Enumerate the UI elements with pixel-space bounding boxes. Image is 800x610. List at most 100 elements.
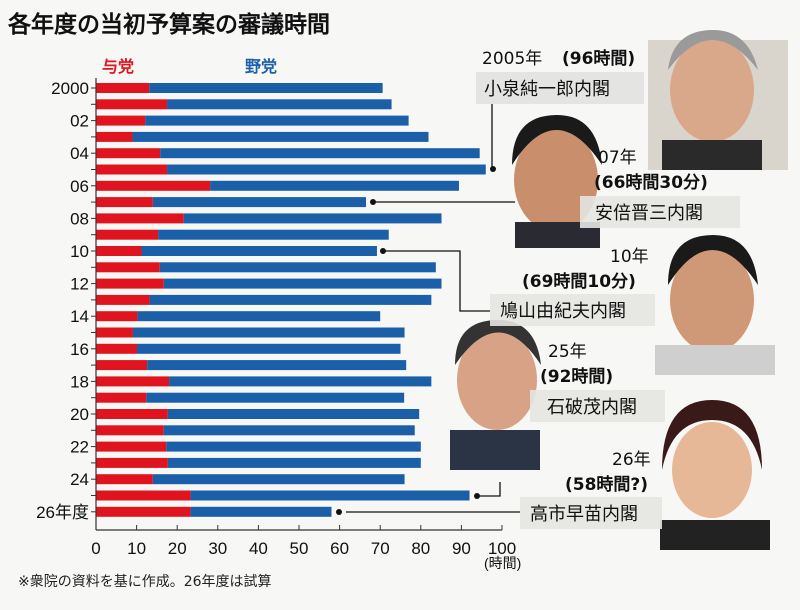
bar-ruling-11 (96, 262, 160, 273)
annotation-year: 07年 (598, 148, 637, 168)
y-tick-label: 08 (70, 209, 89, 228)
bar-opposition-18 (169, 376, 432, 387)
annotation-hours: (69時間10分) (522, 271, 636, 292)
annotation-cabinet: 石破茂内閣 (547, 397, 637, 418)
bar-ruling-23 (96, 457, 168, 468)
y-tick-label: 2000 (51, 79, 89, 98)
bar-ruling-12 (96, 278, 164, 289)
annotation-hours: (66時間30分) (594, 172, 708, 193)
photo-ishiba (450, 320, 541, 470)
bar-ruling-15 (96, 327, 133, 338)
bar-opposition-01 (167, 99, 392, 110)
annotation-takaichi: 26年 (58時間?) 高市早苗内閣 (520, 450, 662, 529)
bar-ruling-2000 (96, 83, 150, 93)
bar-opposition-21 (163, 425, 415, 436)
bar-ruling-18 (96, 376, 170, 387)
footnote: ※衆院の資料を基に作成。26年度は試算 (18, 573, 272, 590)
annotation-ishiba: 25年 (92時間) 石破茂内閣 (530, 342, 665, 422)
x-tick-label: 40 (249, 539, 268, 558)
bar-ruling-16 (96, 343, 138, 354)
x-tick-label: 0 (91, 539, 100, 558)
bar-ruling-09 (96, 229, 159, 240)
photo-takaichi (660, 400, 770, 550)
y-tick-label: 06 (70, 177, 89, 196)
annotation-year: 25年 (548, 342, 587, 362)
annotation-hours: (96時間) (562, 48, 635, 69)
bar-opposition-06 (210, 180, 459, 191)
bar-ruling-25 (96, 490, 191, 501)
annotation-year: 26年 (612, 450, 651, 470)
y-tick-label: 16 (70, 340, 89, 359)
bar-opposition-22 (166, 441, 421, 452)
x-tick-label: 90 (452, 539, 471, 558)
bar-ruling-02 (96, 115, 146, 126)
x-axis: 0 10 20 30 40 50 60 70 80 90 100 (91, 525, 516, 558)
leader-line-25 (478, 482, 501, 497)
x-tick-label: 60 (330, 539, 349, 558)
annotation-hours: (58時間?) (565, 474, 648, 495)
x-tick-label: 30 (208, 539, 227, 558)
annotation-box (490, 294, 655, 326)
bar-opposition-09 (158, 229, 389, 240)
bar-ruling-08 (96, 213, 184, 224)
x-tick-label: 70 (371, 539, 390, 558)
legend-opposition: 野党 (245, 57, 277, 76)
annotation-cabinet: 小泉純一郎内閣 (484, 79, 610, 100)
bar-ruling-21 (96, 425, 164, 436)
bar-opposition-13 (149, 294, 432, 305)
bar-opposition-07 (152, 197, 366, 208)
y-axis: 2000 02 04 06 08 10 12 14 16 18 20 22 24 26年度 (36, 78, 97, 530)
bar-opposition-10 (141, 246, 377, 256)
bar-ruling-04 (96, 148, 161, 159)
bar-ruling-06 (96, 180, 211, 191)
leader-dots (336, 166, 496, 515)
y-tick-label: 20 (70, 405, 89, 424)
y-tick-label: 24 (70, 470, 89, 489)
annotation-cabinet: 安倍晋三内閣 (595, 203, 703, 224)
bar-ruling-03 (96, 131, 133, 142)
y-tick-label: 02 (70, 112, 89, 131)
chart-title: 各年度の当初予算案の審議時間 (7, 11, 330, 38)
bar-ruling-05 (96, 164, 168, 175)
y-tick-label: 10 (70, 242, 89, 261)
bar-opposition-26年度 (190, 506, 332, 517)
bar-opposition-24 (152, 474, 405, 485)
bar-opposition-2000 (149, 83, 383, 93)
y-tick-label: 18 (70, 372, 89, 391)
y-tick-label: 26年度 (36, 503, 89, 522)
annotation-box (476, 72, 644, 104)
bar-opposition-25 (190, 490, 470, 501)
bar-opposition-23 (167, 457, 421, 468)
bar-opposition-12 (163, 278, 442, 289)
legend-ruling-party: 与党 (102, 57, 134, 76)
bar-ruling-01 (96, 99, 168, 110)
annotation-koizumi: 2005年 (96時間) 小泉純一郎内閣 (476, 48, 644, 104)
y-tick-label: 12 (70, 275, 89, 294)
bar-opposition-11 (159, 262, 436, 273)
bars-group (96, 83, 486, 517)
bar-opposition-08 (183, 213, 442, 224)
bar-opposition-16 (137, 343, 401, 354)
annotation-cabinet: 鳩山由紀夫内閣 (500, 301, 626, 322)
photo-abe (512, 115, 602, 248)
bar-opposition-15 (132, 327, 405, 338)
photo-hatoyama (655, 235, 775, 375)
bar-opposition-14 (137, 311, 381, 322)
bar-ruling-19 (96, 392, 147, 403)
bar-opposition-05 (167, 164, 486, 175)
x-tick-label: 100 (488, 539, 516, 558)
bar-opposition-19 (146, 392, 405, 403)
bar-opposition-17 (147, 360, 407, 371)
y-tick-label: 04 (70, 144, 89, 163)
annotation-abe: 07年 (66時間30分) 安倍晋三内閣 (580, 148, 740, 228)
bar-ruling-13 (96, 294, 150, 305)
bar-ruling-22 (96, 441, 167, 452)
bar-opposition-04 (160, 148, 480, 159)
bar-opposition-20 (167, 409, 420, 419)
bar-opposition-02 (145, 115, 409, 126)
bar-ruling-24 (96, 474, 153, 485)
x-tick-label: 20 (168, 539, 187, 558)
x-tick-label: 50 (290, 539, 309, 558)
x-tick-label: 80 (411, 539, 430, 558)
